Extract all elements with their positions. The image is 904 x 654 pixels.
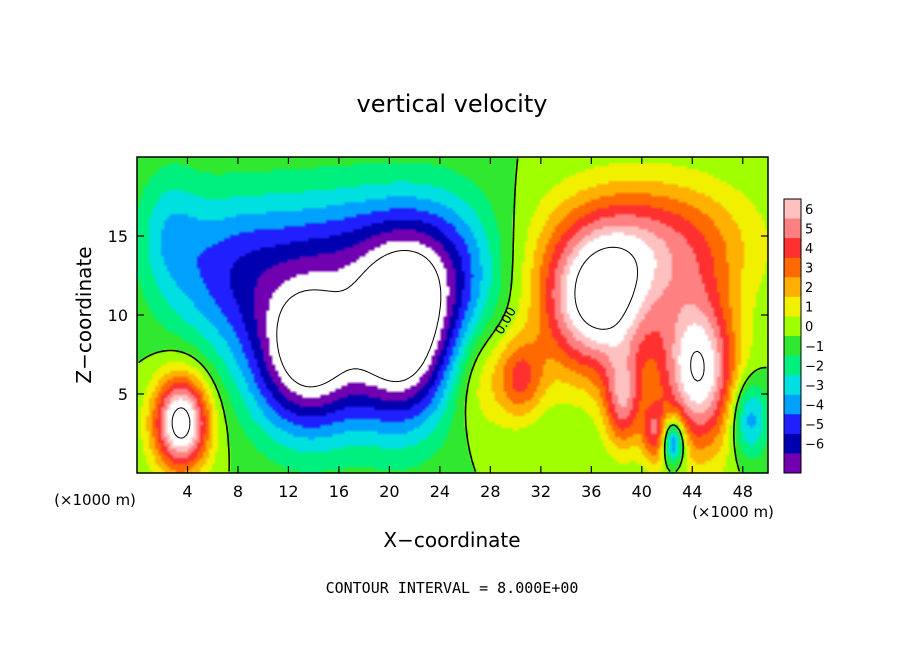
heatmap-image — [137, 157, 768, 473]
colorbar-label: −5 — [805, 418, 824, 433]
colorbar-swatch — [784, 218, 801, 239]
colorbar-swatch — [784, 257, 801, 278]
colorbar-label: −2 — [805, 359, 824, 374]
x-axis-label: X−coordinate — [383, 528, 520, 552]
colorbar-swatch — [784, 316, 801, 337]
x-unit-label-right: (×1000 m) — [692, 503, 774, 521]
x-tick-label: 28 — [480, 482, 500, 501]
colorbar-label: 2 — [805, 281, 813, 296]
contour-interval-footer: CONTOUR INTERVAL = 8.000E+00 — [326, 579, 579, 597]
y-axis-label: Z−coordinate — [72, 246, 96, 383]
x-unit-label-left: (×1000 m) — [54, 491, 136, 509]
colorbar: 6 5 4 3 2 1 0 −1 −2 −3 −4 −5 −6 — [783, 198, 824, 474]
y-tick-label: 15 — [108, 227, 128, 246]
colorbar-label: −1 — [805, 340, 824, 355]
colorbar-label: 1 — [805, 301, 813, 316]
x-axis: 4 8 12 16 20 24 28 32 36 40 44 48 — [182, 157, 753, 501]
colorbar-swatch — [784, 394, 801, 415]
colorbar-swatch — [784, 238, 801, 259]
x-tick-label: 40 — [632, 482, 652, 501]
colorbar-label: −6 — [805, 438, 824, 453]
colorbar-label: 6 — [805, 203, 813, 218]
contour-line-positive — [171, 246, 705, 439]
colorbar-swatch — [784, 375, 801, 396]
colorbar-frame — [783, 198, 802, 474]
colorbar-label: −4 — [805, 399, 824, 414]
plot-area: 0.00 — [136, 156, 769, 474]
x-tick-label: 20 — [379, 482, 399, 501]
colorbar-label: 4 — [805, 242, 813, 257]
x-tick-label: 32 — [531, 482, 551, 501]
y-tick-label: 10 — [108, 306, 128, 325]
colorbar-swatch — [784, 414, 801, 435]
x-tick-label: 44 — [682, 482, 702, 501]
zero-contours: 0.00 — [138, 158, 767, 473]
colorbar-label: 5 — [805, 222, 813, 237]
x-tick-label: 8 — [233, 482, 243, 501]
colorbar-swatch — [784, 355, 801, 376]
x-tick-label: 12 — [278, 482, 298, 501]
x-tick-label: 4 — [182, 482, 192, 501]
colorbar-swatch — [784, 277, 801, 298]
x-tick-label: 48 — [733, 482, 753, 501]
x-tick-label: 24 — [430, 482, 450, 501]
colorbar-swatch — [784, 433, 801, 454]
x-tick-label: 36 — [581, 482, 601, 501]
colorbar-swatch — [784, 199, 801, 220]
chart-title: vertical velocity — [357, 90, 548, 118]
y-tick-label: 5 — [118, 385, 128, 404]
contour-line-zero — [138, 158, 767, 473]
x-tick-label: 16 — [329, 482, 349, 501]
colorbar-swatch — [784, 296, 801, 317]
colorbar-label: 0 — [805, 320, 813, 335]
y-axis: 5 10 15 — [108, 227, 768, 404]
colorbar-swatch — [784, 453, 801, 474]
contour-line-negative — [276, 250, 442, 388]
colorbar-swatch — [784, 336, 801, 357]
colorbar-label: 3 — [805, 262, 813, 277]
colorbar-label: −3 — [805, 379, 824, 394]
